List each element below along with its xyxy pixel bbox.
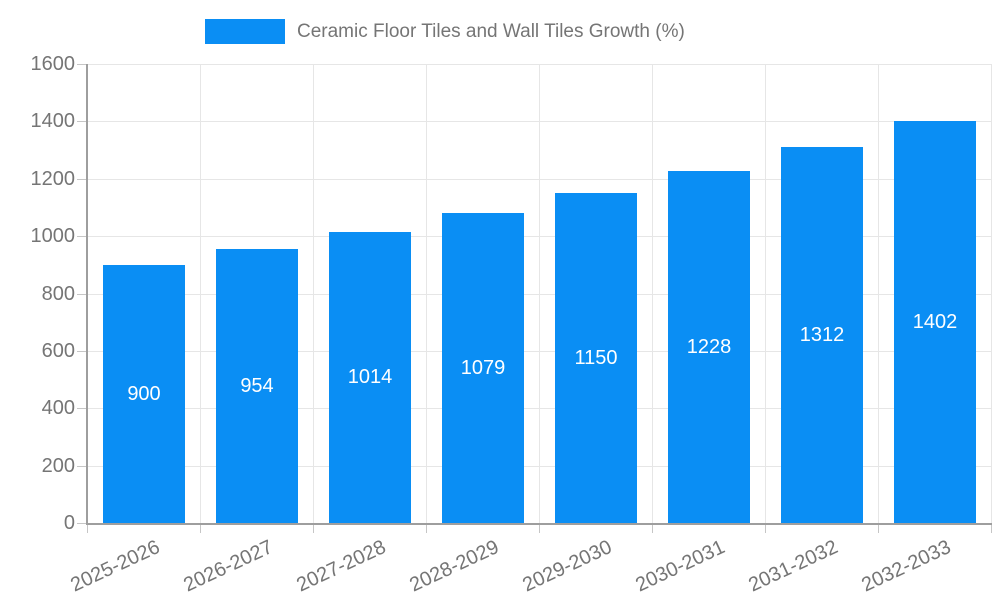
x-gridline [426,64,427,523]
bar-value-label: 1014 [347,366,393,388]
x-gridline [991,64,992,523]
y-axis-tick-label: 1400 [30,110,76,132]
legend-swatch [205,19,285,44]
x-gridline [765,64,766,523]
y-tick-mark [77,351,87,352]
x-gridline [200,64,201,523]
bar[interactable]: 1079 [442,213,524,523]
x-tick-mark [313,523,314,533]
x-gridline [878,64,879,523]
x-tick-mark [991,523,992,533]
bar[interactable]: 1014 [329,232,411,523]
bar-value-label: 1312 [799,323,845,346]
y-tick-mark [77,64,87,65]
bar[interactable]: 1402 [894,121,976,523]
bar-value-label: 1228 [686,335,732,358]
x-axis-tick-label: 2025-2026 [67,536,164,597]
legend-label: Ceramic Floor Tiles and Wall Tiles Growt… [297,20,685,42]
y-tick-mark [77,236,87,237]
y-axis-tick-label: 0 [63,512,75,534]
bar-value-label: 1402 [912,310,958,333]
bar[interactable]: 900 [103,265,185,523]
x-tick-mark [652,523,653,533]
x-tick-mark [878,523,879,533]
bar-value-label: 954 [240,374,274,397]
x-gridline [539,64,540,523]
y-tick-mark [77,294,87,295]
bar[interactable]: 1312 [781,147,863,523]
x-tick-mark [87,523,88,533]
y-tick-mark [77,121,87,122]
x-axis-line [86,523,992,525]
y-tick-mark [77,466,87,467]
y-axis-line [86,64,88,523]
bar[interactable]: 954 [216,249,298,523]
y-axis-tick-label: 800 [41,283,75,305]
x-tick-mark [539,523,540,533]
chart-legend[interactable]: Ceramic Floor Tiles and Wall Tiles Growt… [205,19,685,44]
bar-value-label: 900 [127,382,161,405]
y-tick-mark [77,179,87,180]
y-axis-tick-label: 1600 [30,53,76,75]
y-axis-tick-label: 200 [41,455,75,477]
x-tick-mark [426,523,427,533]
x-gridline [652,64,653,523]
y-axis-tick-label: 1200 [30,168,76,190]
x-gridline [313,64,314,523]
y-tick-mark [77,523,87,524]
bar[interactable]: 1228 [668,171,750,523]
y-axis-tick-label: 400 [41,397,75,419]
y-axis-tick-label: 600 [41,340,75,362]
bar[interactable]: 1150 [555,193,637,523]
x-tick-mark [765,523,766,533]
bar-value-label: 1079 [460,356,506,379]
bar-value-label: 1150 [574,346,618,369]
y-tick-mark [77,408,87,409]
x-tick-mark [200,523,201,533]
y-axis-tick-label: 1000 [30,225,76,247]
